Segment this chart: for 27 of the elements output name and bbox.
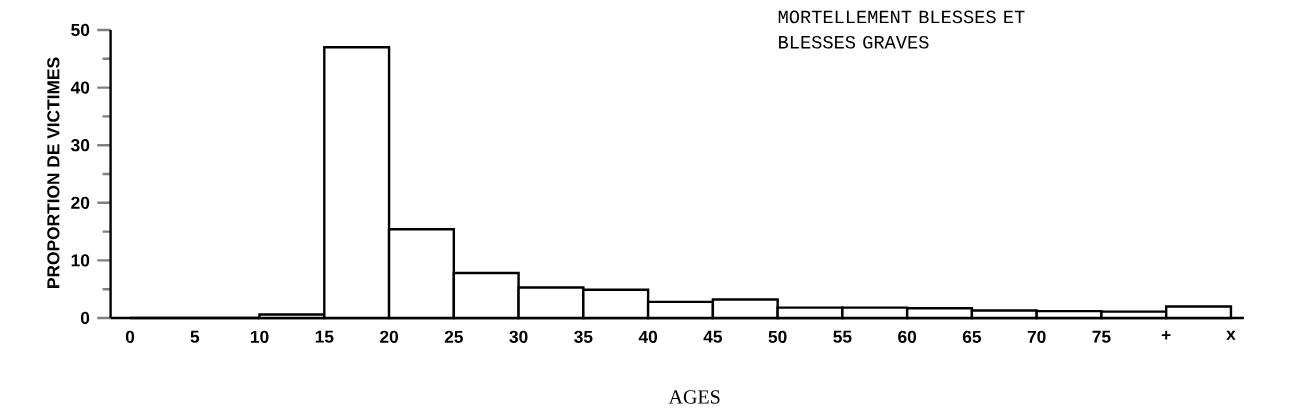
y-tick-label: 10 — [71, 254, 90, 267]
x-axis-title: AGES — [668, 390, 720, 404]
x-tick-label: 35 — [574, 330, 593, 343]
y-axis-title: PROPORTION DE VICTIMES — [47, 57, 60, 288]
x-tick-label: 30 — [509, 330, 528, 343]
y-tick-label: 50 — [71, 23, 90, 37]
x-tick-label: 15 — [315, 330, 334, 343]
chart-title: MORTELLEMENT BLESSES ET BLESSES GRAVES — [778, 10, 1025, 49]
y-tick-label: 0 — [80, 311, 90, 325]
x-tick-label: 25 — [444, 330, 463, 343]
x-tick-label: 0 — [125, 330, 135, 343]
y-tick-label: 20 — [71, 196, 90, 209]
x-tick-label: 45 — [703, 330, 723, 343]
x-tick-label: 55 — [833, 330, 852, 343]
y-tick-label: 40 — [70, 81, 90, 94]
x-tick-label: 65 — [962, 330, 982, 343]
x-tick-label: + — [1161, 330, 1171, 340]
x-tick-label: 50 — [768, 330, 787, 343]
x-tick-label: 20 — [380, 330, 398, 343]
y-tick-label: 30 — [71, 139, 90, 152]
x-tick-label: 10 — [250, 330, 269, 343]
x-tick-label: 40 — [638, 330, 658, 343]
x-tick-label: 70 — [1027, 330, 1046, 343]
x-tick-label: x — [1226, 330, 1236, 340]
x-tick-label: 60 — [898, 330, 917, 343]
x-tick-label: 75 — [1092, 330, 1111, 343]
x-tick-label: 5 — [190, 330, 200, 343]
